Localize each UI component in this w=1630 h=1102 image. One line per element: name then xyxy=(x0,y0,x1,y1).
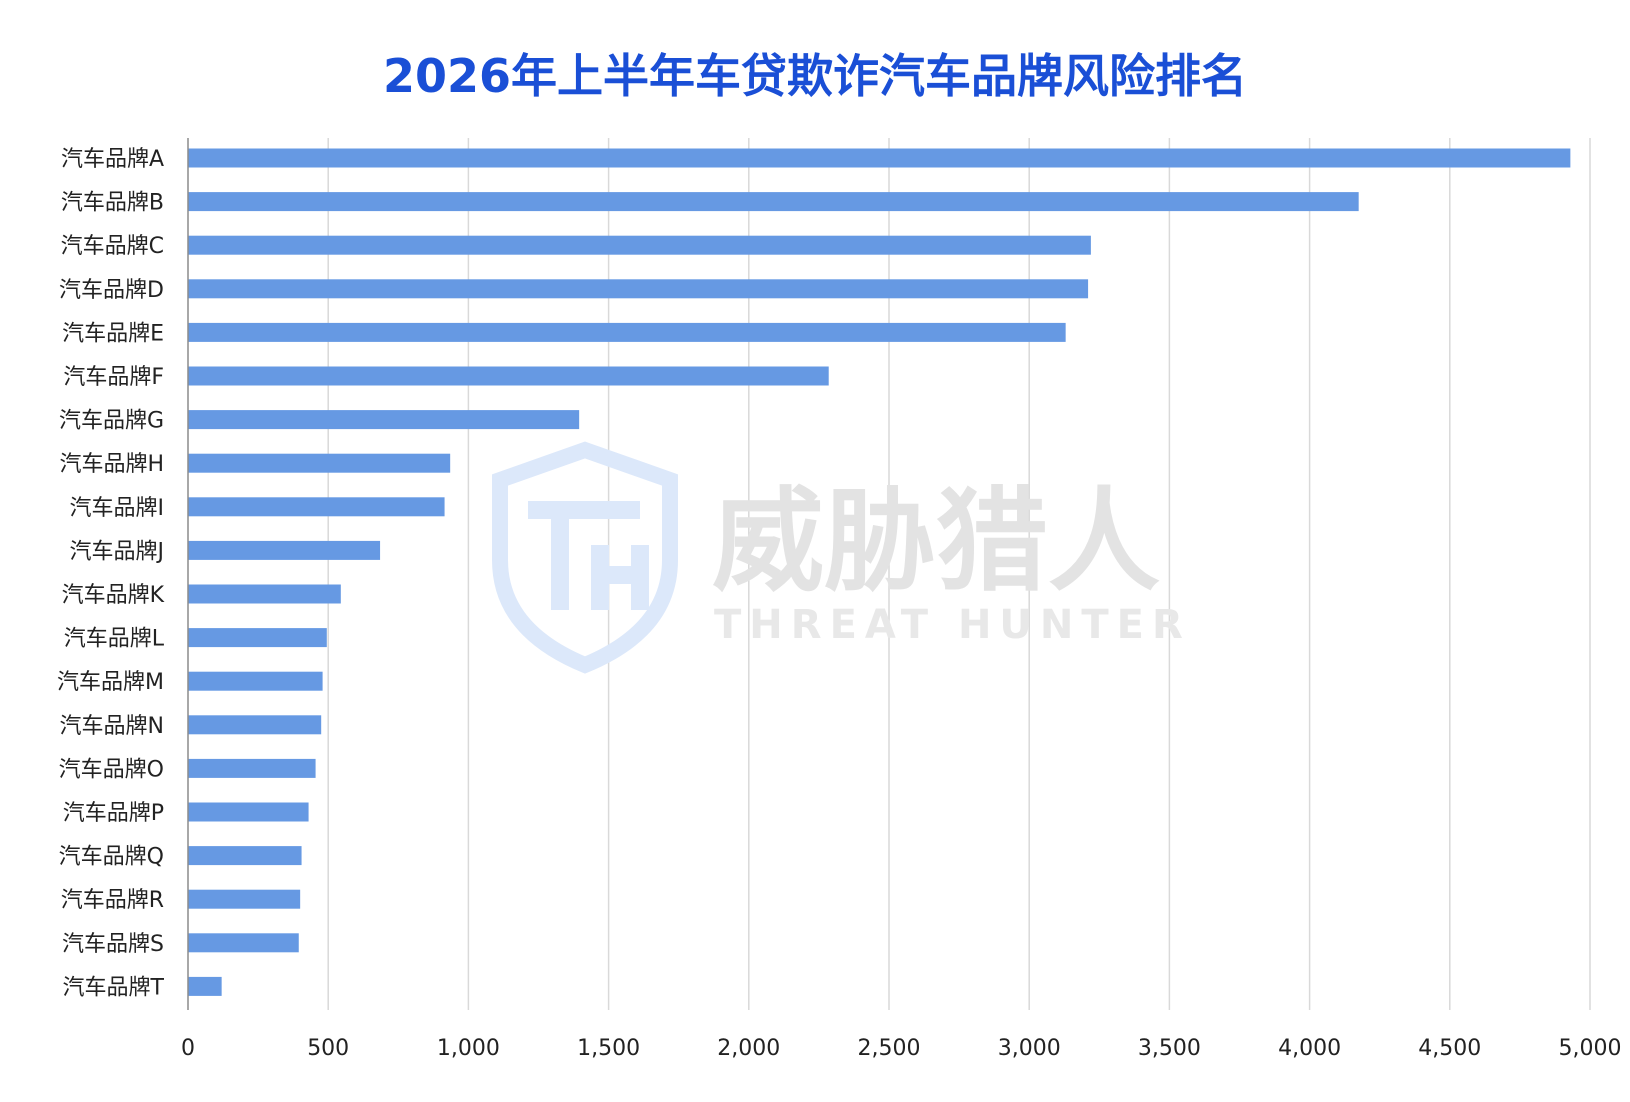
category-label: 汽车品牌S xyxy=(62,932,164,957)
bars xyxy=(188,148,1571,996)
x-tick-labels: 0 500 1,000 1,500 2,000 2,500 3,000 3,500 4,000 4… xyxy=(181,1036,1621,1061)
category-label: 汽车品牌R xyxy=(61,888,164,913)
bar xyxy=(188,235,1091,255)
category-label: 汽车品牌C xyxy=(61,234,164,259)
bar xyxy=(188,453,451,473)
x-tick-label: 1,000 xyxy=(437,1036,500,1061)
chart-title: 2026年上半年车贷欺诈汽车品牌风险排名 xyxy=(383,49,1247,103)
bar xyxy=(188,497,445,517)
x-tick-label: 3,000 xyxy=(998,1036,1061,1061)
bar xyxy=(188,976,222,996)
category-label: 汽车品牌P xyxy=(63,801,164,826)
bar xyxy=(188,366,829,386)
category-labels: 汽车品牌A 汽车品牌B 汽车品牌C 汽车品牌D 汽车品牌E 汽车品牌F 汽车品牌G 汽车品牌H… xyxy=(57,147,165,1000)
category-label: 汽车品牌L xyxy=(64,627,165,652)
bar xyxy=(188,540,381,560)
category-label: 汽车品牌N xyxy=(60,714,164,739)
x-tick-label: 5,000 xyxy=(1559,1036,1622,1061)
x-tick-label: 2,500 xyxy=(858,1036,921,1061)
bar xyxy=(188,846,302,866)
bar xyxy=(188,715,322,735)
x-tick-label: 0 xyxy=(181,1036,195,1061)
category-label: 汽车品牌E xyxy=(62,321,164,346)
bar xyxy=(188,671,323,691)
category-label: 汽车品牌T xyxy=(63,975,165,1000)
x-tick-label: 4,500 xyxy=(1418,1036,1481,1061)
bar xyxy=(188,410,580,430)
watermark-text: 威胁猎人 xyxy=(712,477,1160,607)
category-label: 汽车品牌D xyxy=(59,278,164,303)
bar xyxy=(188,148,1571,168)
category-label: 汽车品牌G xyxy=(59,409,164,434)
x-tick-label: 3,500 xyxy=(1138,1036,1201,1061)
bar xyxy=(188,889,301,909)
category-label: 汽车品牌K xyxy=(62,583,165,608)
category-label: 汽车品牌I xyxy=(70,496,165,521)
x-tick-label: 500 xyxy=(307,1036,349,1061)
bar xyxy=(188,279,1089,299)
category-label: 汽车品牌F xyxy=(63,365,164,390)
category-label: 汽车品牌H xyxy=(59,452,164,477)
bar xyxy=(188,758,316,778)
category-label: 汽车品牌M xyxy=(57,670,164,695)
category-label: 汽车品牌J xyxy=(70,539,165,564)
category-label: 汽车品牌B xyxy=(61,191,164,216)
category-label: 汽车品牌O xyxy=(59,757,164,782)
watermark: 威胁猎人 THREAT HUNTER xyxy=(492,441,1191,674)
bar xyxy=(188,933,299,953)
bar xyxy=(188,628,327,648)
bar xyxy=(188,192,1359,212)
category-label: 汽车品牌A xyxy=(61,147,164,172)
category-label: 汽车品牌Q xyxy=(59,845,164,870)
x-tick-label: 1,500 xyxy=(577,1036,640,1061)
bar xyxy=(188,802,309,822)
x-tick-label: 4,000 xyxy=(1278,1036,1341,1061)
bar xyxy=(188,322,1066,342)
watermark-subtext: THREAT HUNTER xyxy=(714,602,1191,648)
shield-th-logo-icon xyxy=(492,441,678,674)
bar xyxy=(188,584,341,604)
x-tick-label: 2,000 xyxy=(717,1036,780,1061)
